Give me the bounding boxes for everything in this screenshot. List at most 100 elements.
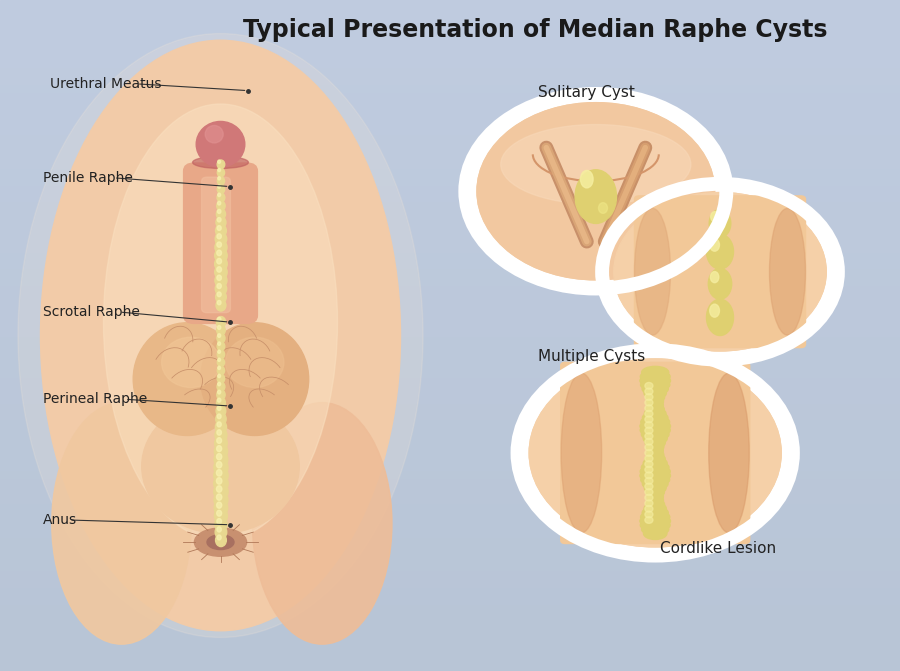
Bar (0, 344, 900, 352)
Bar (0, 117, 900, 126)
Ellipse shape (216, 317, 226, 327)
Bar (0, 59, 900, 67)
Text: Multiple Cysts: Multiple Cysts (538, 350, 645, 364)
Bar (0, 411, 900, 419)
Ellipse shape (217, 494, 221, 501)
Ellipse shape (216, 209, 226, 219)
Bar (0, 462, 900, 470)
Bar (0, 310, 900, 319)
Ellipse shape (214, 467, 228, 484)
Ellipse shape (104, 104, 338, 540)
Text: Anus: Anus (43, 513, 77, 527)
Ellipse shape (562, 373, 601, 533)
Bar (0, 101, 900, 109)
Ellipse shape (216, 217, 226, 228)
Ellipse shape (711, 211, 718, 222)
Ellipse shape (217, 234, 221, 239)
Bar (0, 226, 900, 235)
Bar (0, 9, 900, 17)
Ellipse shape (217, 201, 225, 211)
Ellipse shape (644, 438, 652, 445)
Ellipse shape (640, 470, 670, 482)
Bar (0, 17, 900, 25)
Ellipse shape (214, 500, 228, 516)
Ellipse shape (215, 240, 227, 254)
Ellipse shape (640, 420, 670, 432)
Ellipse shape (217, 185, 225, 193)
Ellipse shape (218, 374, 220, 378)
Ellipse shape (644, 527, 667, 539)
Circle shape (614, 193, 826, 351)
Ellipse shape (218, 350, 220, 354)
Ellipse shape (644, 500, 652, 507)
Bar (0, 126, 900, 134)
Ellipse shape (217, 519, 221, 524)
Ellipse shape (644, 444, 652, 451)
Ellipse shape (642, 462, 669, 474)
Ellipse shape (217, 225, 221, 230)
Ellipse shape (646, 441, 664, 453)
Ellipse shape (644, 517, 652, 523)
Ellipse shape (218, 185, 220, 188)
Ellipse shape (214, 508, 228, 523)
Bar (0, 76, 900, 84)
Ellipse shape (218, 168, 220, 172)
Ellipse shape (215, 224, 227, 237)
Ellipse shape (196, 121, 245, 167)
Text: Penile Raphe: Penile Raphe (43, 171, 133, 185)
Ellipse shape (215, 274, 227, 287)
Bar (0, 352, 900, 360)
Bar (0, 327, 900, 336)
Ellipse shape (217, 358, 225, 367)
Ellipse shape (207, 535, 234, 550)
Ellipse shape (217, 350, 225, 359)
Ellipse shape (218, 382, 220, 386)
Bar (0, 646, 900, 654)
Ellipse shape (646, 486, 664, 498)
Ellipse shape (641, 416, 670, 428)
Bar (0, 218, 900, 227)
Bar (0, 134, 900, 143)
Ellipse shape (217, 217, 221, 222)
Ellipse shape (214, 459, 228, 476)
FancyBboxPatch shape (561, 362, 750, 544)
Ellipse shape (643, 478, 668, 490)
Ellipse shape (217, 446, 221, 452)
Ellipse shape (217, 414, 221, 419)
Ellipse shape (709, 209, 731, 238)
Ellipse shape (644, 478, 652, 484)
Ellipse shape (217, 250, 221, 256)
Bar (0, 277, 900, 285)
Ellipse shape (644, 408, 666, 420)
Ellipse shape (644, 433, 652, 440)
Bar (0, 193, 900, 201)
Ellipse shape (217, 258, 221, 264)
Ellipse shape (215, 428, 227, 442)
Bar (0, 143, 900, 151)
Bar (0, 629, 900, 637)
Ellipse shape (215, 517, 227, 531)
Circle shape (518, 351, 792, 555)
Ellipse shape (214, 483, 228, 500)
Ellipse shape (217, 267, 221, 272)
Ellipse shape (644, 495, 652, 501)
Ellipse shape (217, 342, 225, 351)
Ellipse shape (647, 491, 663, 503)
Ellipse shape (215, 265, 227, 279)
Ellipse shape (217, 422, 221, 427)
Ellipse shape (217, 275, 221, 280)
Ellipse shape (214, 435, 228, 451)
Ellipse shape (218, 358, 220, 362)
Ellipse shape (644, 394, 652, 401)
Ellipse shape (214, 444, 228, 459)
Ellipse shape (215, 421, 227, 433)
Ellipse shape (217, 437, 221, 444)
Bar (0, 486, 900, 495)
Ellipse shape (218, 342, 220, 346)
Ellipse shape (644, 483, 652, 490)
Ellipse shape (641, 511, 670, 523)
Ellipse shape (217, 397, 225, 408)
Ellipse shape (644, 511, 652, 518)
Bar (0, 403, 900, 411)
Ellipse shape (643, 412, 668, 424)
